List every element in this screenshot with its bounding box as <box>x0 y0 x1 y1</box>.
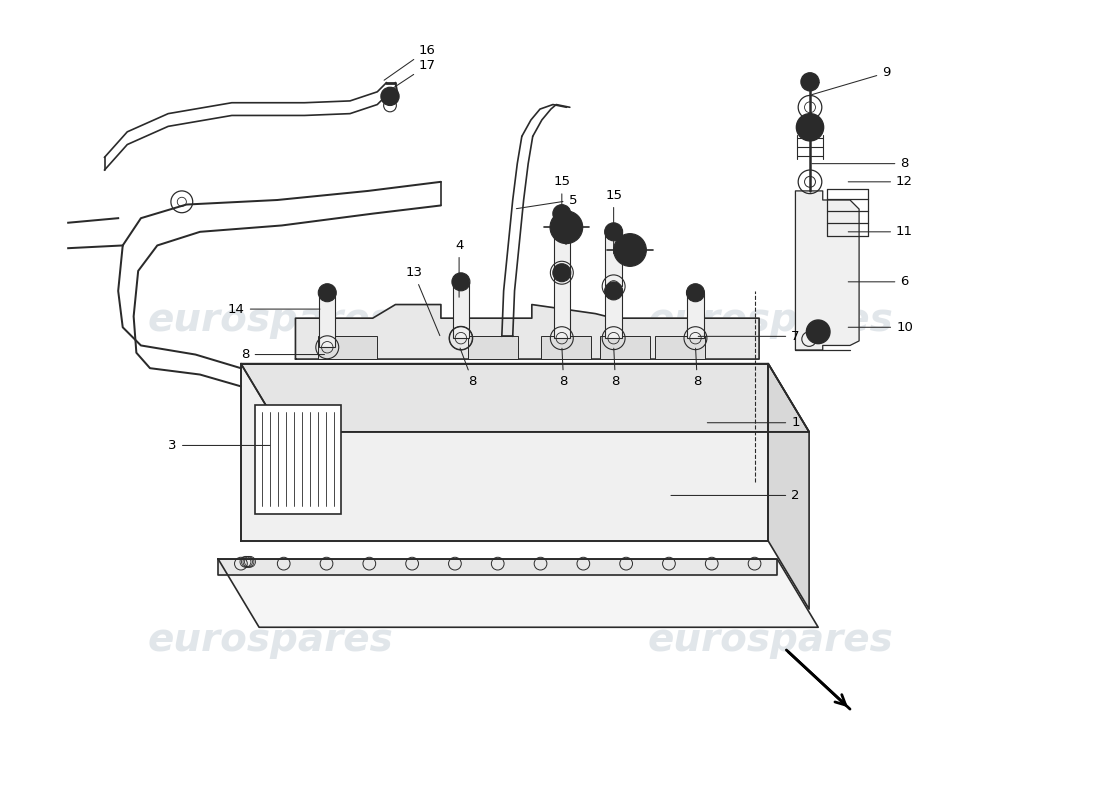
Circle shape <box>381 87 399 106</box>
Text: 5: 5 <box>516 194 578 209</box>
Polygon shape <box>218 559 778 575</box>
Text: 1: 1 <box>707 416 800 430</box>
Bar <box>318 336 377 359</box>
Circle shape <box>796 114 824 141</box>
Text: 15: 15 <box>553 175 570 238</box>
Text: eurospares: eurospares <box>647 301 893 339</box>
Text: 8: 8 <box>241 348 324 361</box>
Text: 2: 2 <box>671 489 800 502</box>
Circle shape <box>605 223 623 241</box>
Bar <box>605 232 621 286</box>
Bar <box>553 214 570 273</box>
Text: 10: 10 <box>848 321 913 334</box>
Text: eurospares: eurospares <box>647 621 893 659</box>
Circle shape <box>605 282 623 300</box>
Text: 7: 7 <box>698 330 800 343</box>
Polygon shape <box>768 364 810 609</box>
Circle shape <box>614 234 647 266</box>
Text: 15: 15 <box>605 189 623 254</box>
Polygon shape <box>296 305 759 359</box>
Polygon shape <box>795 191 859 350</box>
Text: 16: 16 <box>384 43 436 80</box>
Bar <box>319 293 336 347</box>
Text: 9: 9 <box>812 66 891 94</box>
Circle shape <box>686 284 704 302</box>
Circle shape <box>553 264 571 282</box>
Text: 12: 12 <box>848 175 913 188</box>
Circle shape <box>318 284 337 302</box>
Polygon shape <box>241 364 768 541</box>
Bar <box>254 405 341 514</box>
Text: 8: 8 <box>612 348 619 388</box>
Polygon shape <box>218 559 818 627</box>
Text: 3: 3 <box>168 439 270 452</box>
Bar <box>600 336 650 359</box>
Bar <box>688 293 704 338</box>
Text: 4: 4 <box>455 239 463 298</box>
Circle shape <box>553 205 571 222</box>
Text: 11: 11 <box>848 226 913 238</box>
Circle shape <box>452 273 470 291</box>
Bar <box>469 336 518 359</box>
Bar <box>453 282 469 338</box>
Text: eurospares: eurospares <box>147 621 393 659</box>
Text: 6: 6 <box>848 275 909 288</box>
Circle shape <box>550 211 583 244</box>
Bar <box>654 336 704 359</box>
Text: 14: 14 <box>228 302 320 315</box>
Polygon shape <box>241 364 810 432</box>
Text: 13: 13 <box>405 266 440 336</box>
Text: eurospares: eurospares <box>147 301 393 339</box>
Text: 8: 8 <box>460 348 477 388</box>
Bar <box>553 273 570 338</box>
Bar <box>541 336 591 359</box>
Text: 8: 8 <box>560 348 568 388</box>
Bar <box>605 291 621 338</box>
Text: 17: 17 <box>384 59 436 94</box>
Circle shape <box>806 320 830 344</box>
Text: 8: 8 <box>693 348 702 388</box>
Circle shape <box>801 73 820 91</box>
Text: 8: 8 <box>812 157 909 170</box>
